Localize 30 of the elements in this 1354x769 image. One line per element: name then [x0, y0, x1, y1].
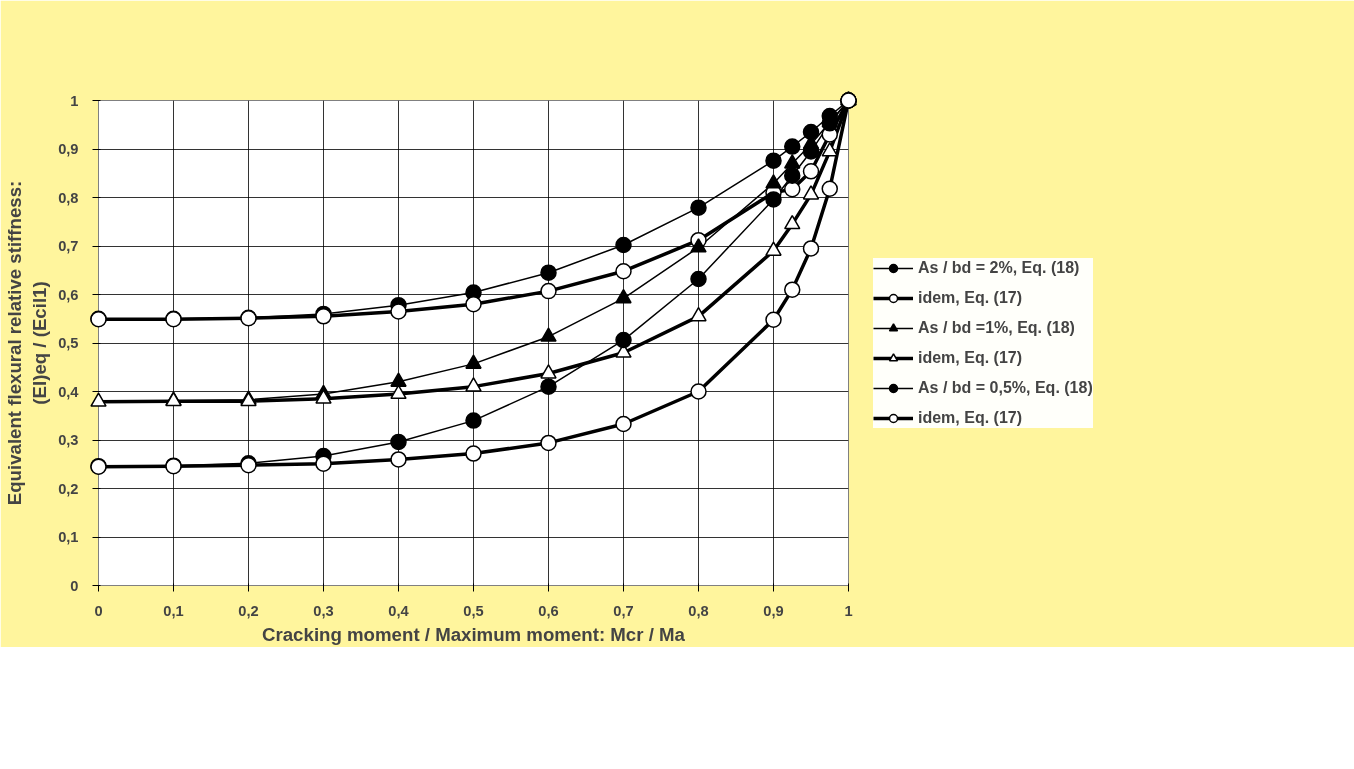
x-tick-label: 0,7 [613, 602, 634, 619]
legend-label: idem, Eq. (17) [918, 348, 1023, 367]
y-tick-label: 1 [70, 92, 79, 109]
y-tick-label: 0,4 [58, 383, 80, 400]
y-tick-label: 0,1 [58, 529, 79, 545]
x-tick-label: 0,6 [538, 602, 559, 619]
y-tick-label: 0,3 [58, 432, 79, 448]
x-tick-label: 0,9 [763, 602, 784, 619]
y-tick-label: 0,7 [58, 238, 79, 254]
y-tick-label: 0,5 [58, 335, 79, 351]
y-tick-label: 0 [70, 577, 79, 594]
legend-label: idem, Eq. (17) [918, 408, 1023, 427]
y-tick-label: 0,9 [58, 141, 79, 157]
x-tick-label: 0,5 [463, 602, 484, 619]
x-tick-label: 0,4 [388, 602, 410, 619]
y-axis-title: Equivalent flexural relative stiffness: (EI)eq / (Ecil1) [3, 180, 51, 506]
x-tick-label: 0 [94, 602, 103, 619]
x-tick-label: 0,2 [238, 602, 259, 619]
legend-label: As / bd = 0,5%, Eq. (18) [918, 378, 1093, 397]
x-tick-label: 0,8 [688, 602, 709, 619]
legend-label: idem, Eq. (17) [918, 288, 1023, 307]
legend-label: As / bd =1%, Eq. (18) [918, 318, 1075, 337]
x-axis-title: Cracking moment / Maximum moment: Mcr / Ma [262, 623, 686, 645]
x-tick-label: 0,3 [313, 602, 334, 619]
y-tick-label: 0,2 [58, 480, 79, 497]
x-tick-label: 1 [844, 602, 853, 619]
y-tick-label: 0,6 [58, 286, 79, 303]
y-tick-label: 0,8 [58, 189, 79, 206]
x-tick-label: 0,1 [163, 602, 184, 619]
legend-label: As / bd = 2%, Eq. (18) [918, 258, 1080, 277]
